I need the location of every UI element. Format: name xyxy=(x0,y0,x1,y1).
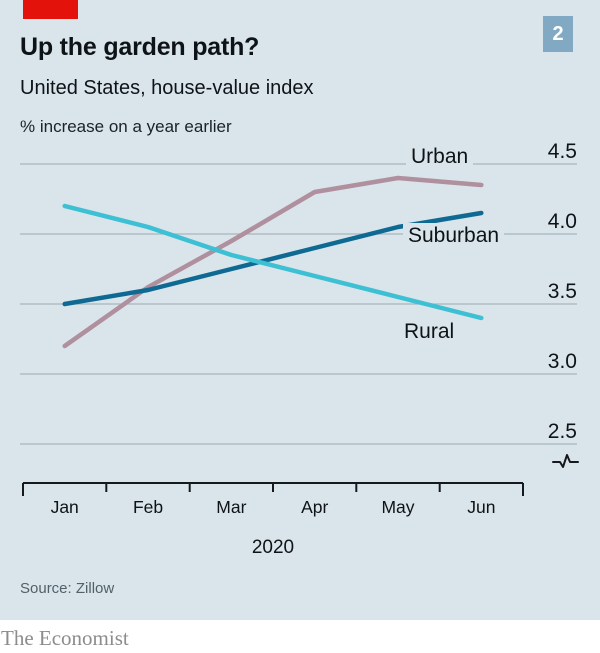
x-axis-year-label: 2020 xyxy=(252,537,294,558)
x-axis xyxy=(22,482,524,496)
x-tick-label: Jun xyxy=(467,497,495,517)
line-chart-canvas: 4.5 4.0 3.5 3.0 2.5 Jan Feb Mar Apr May Jun 2020 xyxy=(20,140,579,558)
chart-subtitle: United States, house-value index xyxy=(20,77,314,99)
series-label-urban: Urban xyxy=(406,144,474,170)
axis-break-icon xyxy=(552,454,579,468)
x-tick-label: May xyxy=(381,497,414,517)
urban-line xyxy=(62,175,484,349)
x-tick-label: Feb xyxy=(133,497,163,517)
x-tick-label: Apr xyxy=(301,497,328,517)
y-tick-label: 3.0 xyxy=(548,350,577,373)
x-tick-label: Mar xyxy=(216,497,246,517)
source-note: Source: Zillow xyxy=(20,580,115,597)
y-tick-label: 4.5 xyxy=(548,140,577,163)
y-tick-label: 3.5 xyxy=(548,280,577,303)
rural-line xyxy=(62,203,484,321)
chart-unit-note: % increase on a year earlier xyxy=(20,117,232,136)
chart-title: Up the garden path? xyxy=(20,33,260,61)
chart-card-background: 2 Up the garden path? United States, hou… xyxy=(0,0,600,620)
series-label-suburban: Suburban xyxy=(403,223,505,249)
series-label-rural: Rural xyxy=(399,319,460,345)
economist-red-tab xyxy=(23,0,78,19)
x-tick-label: Jan xyxy=(51,497,79,517)
y-tick-label: 4.0 xyxy=(548,210,577,233)
figure-number-badge: 2 xyxy=(543,16,573,52)
y-tick-label: 2.5 xyxy=(548,420,577,443)
economist-brand: The Economist xyxy=(1,626,129,650)
